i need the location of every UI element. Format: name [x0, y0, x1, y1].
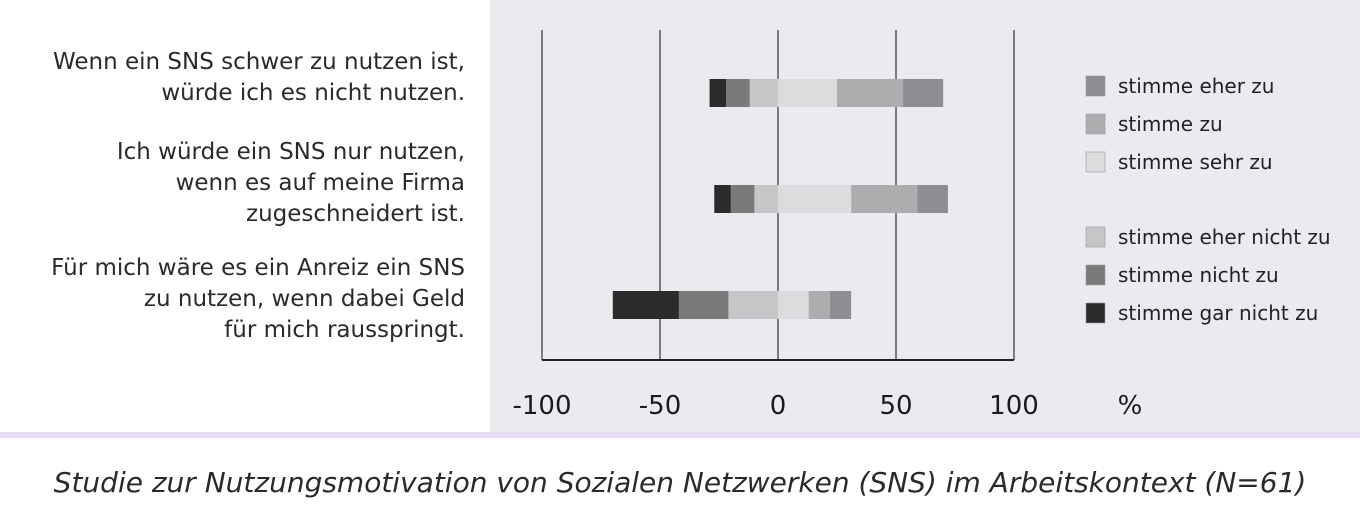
chart-panel: -100 -50 0 50 100% stimme eher zu stimme zu sti… [490, 0, 1360, 432]
bar-segment-stimme-sehr-zu [778, 79, 837, 107]
bar-segment-stimme-eher-nicht-zu [749, 79, 778, 107]
bar-segment-stimme-sehr-zu [778, 291, 809, 319]
bar-segment-stimme-eher-zu [903, 79, 944, 107]
legend-label: stimme eher nicht zu [1118, 225, 1331, 249]
bar-segment-stimme-eher-nicht-zu [754, 185, 778, 213]
legend-swatch [1085, 226, 1106, 248]
bar-segment-stimme-zu [808, 291, 830, 319]
question-line: Ich würde ein SNS nur nutzen, [116, 139, 465, 165]
x-tick-label: -50 [639, 391, 681, 421]
legend-label: stimme sehr zu [1118, 150, 1273, 174]
x-tick-label: -100 [512, 391, 571, 421]
legend-label: stimme gar nicht zu [1118, 301, 1318, 325]
legend-swatch [1085, 151, 1106, 173]
separator-line [0, 432, 1360, 438]
diverging-bar-chart: -100 -50 0 50 100 % stimme eher zu stimme zu sti… [512, 30, 1331, 421]
legend-label: stimme zu [1118, 112, 1223, 136]
bar-segment-stimme-sehr-zu [778, 185, 852, 213]
bar-segment-stimme-eher-nicht-zu [728, 291, 778, 319]
legend-label: stimme nicht zu [1118, 263, 1279, 287]
bar-segment-stimme-gar-nicht-zu [714, 185, 731, 213]
bar-segment-stimme-gar-nicht-zu [612, 291, 679, 319]
legend-swatch [1085, 264, 1106, 286]
question-line: Wenn ein SNS schwer zu nutzen ist, [52, 49, 465, 75]
figure-caption: Studie zur Nutzungsmotivation von Sozial… [53, 466, 1307, 499]
question-line: für mich rausspringt. [224, 317, 465, 343]
question-list: Wenn ein SNS schwer zu nutzen ist, würde… [0, 0, 465, 420]
x-unit-label: % [1118, 391, 1143, 421]
legend-label: stimme eher zu [1118, 74, 1274, 98]
question-label-2: Ich würde ein SNS nur nutzen, wenn es au… [5, 137, 465, 230]
question-line: zu nutzen, wenn dabei Geld [143, 286, 465, 312]
legend-swatch [1085, 75, 1106, 97]
bar-segment-stimme-zu [851, 185, 918, 213]
x-tick-label: 0 [770, 391, 787, 421]
x-tick-label: 100 [989, 391, 1039, 421]
question-line: würde ich es nicht nutzen. [161, 80, 465, 106]
legend-swatch [1085, 113, 1106, 135]
question-line: Für mich wäre es ein Anreiz ein SNS [51, 255, 465, 281]
legend-swatch [1085, 302, 1106, 324]
bar-segment-stimme-gar-nicht-zu [709, 79, 727, 107]
x-tick-label: 50 [879, 391, 912, 421]
question-line: zugeschneidert ist. [246, 201, 465, 227]
bar-segment-stimme-nicht-zu [730, 185, 755, 213]
question-line: wenn es auf meine Firma [175, 170, 465, 196]
bar-segment-stimme-zu [837, 79, 904, 107]
bar-segment-stimme-eher-zu [917, 185, 948, 213]
bar-segment-stimme-nicht-zu [678, 291, 729, 319]
question-label-1: Wenn ein SNS schwer zu nutzen ist, würde… [5, 47, 465, 109]
bar-segment-stimme-eher-zu [829, 291, 852, 319]
bar-segment-stimme-nicht-zu [726, 79, 750, 107]
question-label-3: Für mich wäre es ein Anreiz ein SNS zu n… [5, 253, 465, 346]
